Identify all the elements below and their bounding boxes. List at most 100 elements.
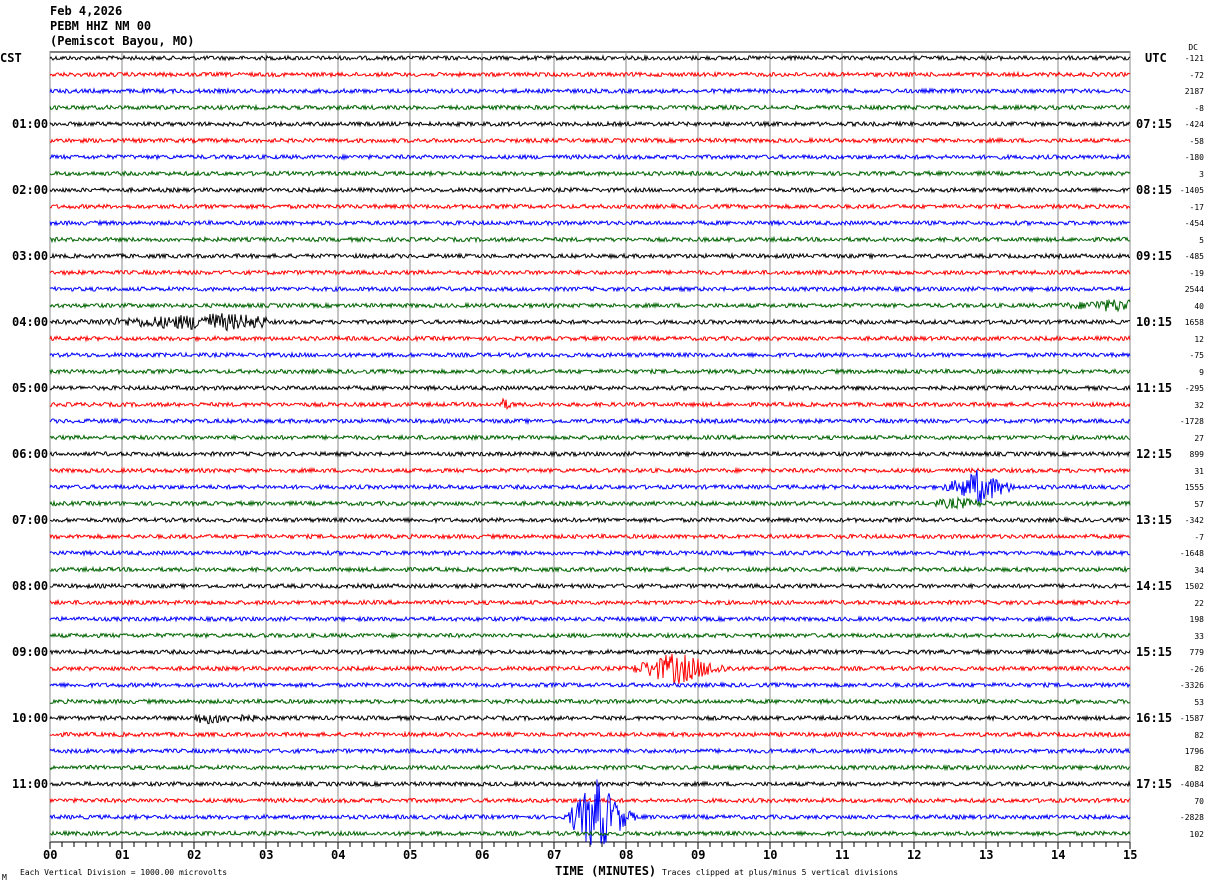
dc-offset-label: 53 bbox=[1194, 697, 1204, 707]
dc-offset-label: 27 bbox=[1194, 433, 1204, 443]
dc-offset-label: 32 bbox=[1194, 400, 1204, 410]
left-time-label: 07:00 bbox=[12, 513, 49, 527]
trace-27 bbox=[49, 496, 1131, 510]
dc-offset-label: 5 bbox=[1199, 235, 1204, 245]
x-tick-label: 05 bbox=[403, 848, 418, 862]
x-tick-label: 11 bbox=[835, 848, 850, 862]
clip-note: Traces clipped at plus/minus 5 vertical … bbox=[662, 868, 899, 877]
trace-11 bbox=[49, 235, 1131, 244]
left-time-label: 03:00 bbox=[12, 249, 49, 263]
dc-offset-label: -58 bbox=[1189, 136, 1204, 146]
trace-43 bbox=[49, 763, 1131, 772]
dc-offset-label: -1405 bbox=[1179, 186, 1204, 195]
dc-offset-label: -7 bbox=[1194, 532, 1204, 542]
trace-41 bbox=[49, 730, 1131, 739]
left-time-label: 11:00 bbox=[12, 777, 49, 791]
x-tick-label: 15 bbox=[1123, 848, 1138, 862]
trace-47 bbox=[49, 829, 1131, 838]
left-time-label: 04:00 bbox=[12, 315, 49, 329]
trace-39 bbox=[49, 697, 1131, 706]
dc-offset-label: -485 bbox=[1184, 252, 1204, 261]
dc-offset-label: 9 bbox=[1199, 367, 1204, 377]
trace-1 bbox=[49, 70, 1131, 79]
dc-offset-label: 82 bbox=[1194, 763, 1204, 773]
x-tick-label: 00 bbox=[43, 848, 58, 862]
dc-offset-label: 1658 bbox=[1184, 318, 1204, 327]
dc-offset-label: -19 bbox=[1189, 268, 1204, 278]
trace-36 bbox=[49, 647, 1131, 657]
trace-31 bbox=[49, 565, 1131, 574]
dc-offset-label: -17 bbox=[1189, 202, 1204, 212]
right-time-label: 09:15 bbox=[1136, 249, 1173, 263]
x-tick-label: 06 bbox=[475, 848, 490, 862]
left-time-label: 10:00 bbox=[12, 711, 49, 725]
trace-42 bbox=[49, 747, 1131, 755]
corner-mark: M bbox=[2, 873, 7, 882]
header-date: Feb 4,2026 bbox=[50, 4, 123, 18]
trace-16 bbox=[49, 313, 1131, 332]
left-time-label: 08:00 bbox=[12, 579, 49, 593]
dc-offset-label: -1648 bbox=[1179, 549, 1204, 558]
trace-2 bbox=[49, 87, 1131, 95]
x-axis-label: TIME (MINUTES) bbox=[555, 864, 657, 878]
dc-offset-label: -295 bbox=[1184, 384, 1204, 393]
dc-offset-label: 40 bbox=[1194, 301, 1204, 311]
dc-offset-label: 12 bbox=[1194, 334, 1204, 344]
dc-offset-label: -2828 bbox=[1179, 813, 1204, 822]
trace-29 bbox=[49, 532, 1131, 541]
trace-30 bbox=[49, 549, 1130, 557]
trace-38 bbox=[49, 681, 1131, 689]
trace-3 bbox=[49, 103, 1131, 112]
left-time-label: 01:00 bbox=[12, 117, 49, 131]
dc-offset-label: 3 bbox=[1199, 169, 1204, 179]
right-time-label: 17:15 bbox=[1136, 777, 1173, 791]
dc-offset-label: -180 bbox=[1184, 153, 1204, 162]
dc-offset-label: -26 bbox=[1189, 664, 1204, 674]
right-time-label: 13:15 bbox=[1136, 513, 1173, 527]
x-tick-label: 14 bbox=[1051, 848, 1066, 862]
x-tick-label: 04 bbox=[331, 848, 346, 862]
dc-offset-label: -4084 bbox=[1179, 780, 1204, 789]
trace-25 bbox=[49, 466, 1131, 475]
trace-22 bbox=[49, 417, 1131, 426]
trace-19 bbox=[49, 367, 1131, 376]
trace-35 bbox=[49, 631, 1131, 640]
dc-offset-label: 33 bbox=[1194, 631, 1204, 641]
dc-offset-label: 57 bbox=[1194, 499, 1204, 509]
left-time-label: 02:00 bbox=[12, 183, 49, 197]
right-time-label: 08:15 bbox=[1136, 183, 1173, 197]
trace-10 bbox=[49, 219, 1131, 227]
dc-offset-label: 34 bbox=[1194, 565, 1204, 575]
trace-20 bbox=[49, 384, 1131, 392]
dc-offset-label: 31 bbox=[1194, 466, 1204, 476]
trace-13 bbox=[49, 268, 1131, 277]
trace-46 bbox=[49, 779, 1131, 845]
trace-17 bbox=[49, 334, 1131, 343]
trace-18 bbox=[49, 351, 1131, 359]
right-time-label: 11:15 bbox=[1136, 381, 1173, 395]
dc-offset-label: -75 bbox=[1189, 351, 1204, 360]
trace-0 bbox=[49, 54, 1131, 62]
trace-40 bbox=[49, 713, 1131, 725]
plot-frame bbox=[49, 51, 1131, 843]
right-time-label: 16:15 bbox=[1136, 711, 1173, 725]
trace-4 bbox=[49, 120, 1131, 128]
trace-33 bbox=[49, 598, 1131, 607]
dc-offset-label: 779 bbox=[1189, 648, 1204, 657]
right-time-label: UTC bbox=[1145, 51, 1167, 65]
x-tick-label: 07 bbox=[547, 848, 562, 862]
left-time-label: CST bbox=[0, 51, 22, 65]
trace-7 bbox=[49, 169, 1131, 178]
trace-9 bbox=[49, 202, 1131, 211]
trace-45 bbox=[49, 796, 1131, 805]
dc-offset-label: -1728 bbox=[1179, 417, 1204, 426]
x-tick-label: 10 bbox=[763, 848, 778, 862]
trace-44 bbox=[49, 780, 1131, 788]
dc-offset-label: -121 bbox=[1184, 54, 1204, 63]
trace-6 bbox=[49, 152, 1131, 161]
dc-offset-label: 2544 bbox=[1184, 285, 1204, 294]
x-tick-label: 08 bbox=[619, 848, 634, 862]
x-tick-label: 03 bbox=[259, 848, 274, 862]
dc-offset-label: -8 bbox=[1194, 103, 1204, 113]
